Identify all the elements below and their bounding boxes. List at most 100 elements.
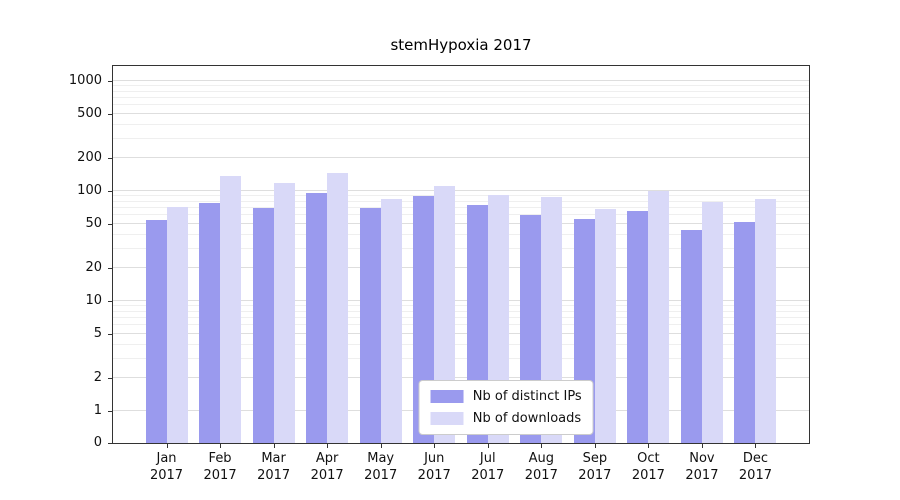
x-tick-label: Nov 2017 (685, 451, 719, 483)
gridline-major (113, 376, 809, 378)
x-tick-label: Oct 2017 (631, 451, 665, 483)
gridline-major (113, 333, 809, 335)
x-tick-mark (220, 444, 222, 448)
y-tick-label: 2 (93, 369, 102, 385)
x-tick-mark (487, 444, 489, 448)
y-tick-label: 0 (93, 435, 102, 450)
y-tick-mark (108, 301, 112, 302)
gridline-minor (113, 233, 809, 235)
gridline-major (113, 113, 809, 115)
y-tick-label: 1 (93, 403, 102, 418)
plot-area: Nb of distinct IPs Nb of downloads (112, 65, 810, 444)
x-tick-label: Apr 2017 (310, 451, 344, 483)
gridline-minor (113, 97, 809, 99)
bar-distinct-ips-dec (734, 222, 756, 443)
bar-distinct-ips-may (359, 208, 381, 443)
legend-swatch-downloads (430, 412, 464, 425)
x-tick-mark (273, 444, 275, 448)
x-tick-label: May 2017 (364, 451, 398, 483)
gridline-minor (113, 317, 809, 319)
y-tick-label: 200 (77, 149, 102, 165)
y-tick-mark (108, 411, 112, 412)
legend-item-downloads: Nb of downloads (430, 411, 582, 426)
bar-downloads-apr (327, 173, 349, 443)
y-tick-mark (108, 267, 112, 269)
gridline-minor (113, 324, 809, 326)
gridline-major (113, 266, 809, 268)
bar-downloads-jun (434, 186, 456, 443)
gridline-minor (113, 207, 809, 209)
bar-layer (113, 66, 809, 443)
x-tick-label: Jan 2017 (149, 451, 184, 483)
gridline-minor (113, 137, 809, 139)
bar-distinct-ips-oct (627, 210, 649, 443)
legend-item-distinct-ips: Nb of distinct IPs (430, 389, 582, 404)
gridline-minor (113, 247, 809, 249)
legend: Nb of distinct IPs Nb of downloads (418, 380, 594, 435)
bar-downloads-nov (701, 201, 723, 443)
x-tick-label: Jul 2017 (471, 451, 505, 483)
gridline-minor (113, 104, 809, 106)
x-tick-mark (541, 444, 543, 448)
y-tick-mark (108, 443, 112, 444)
gridline-minor (113, 90, 809, 92)
gridline-minor (113, 310, 809, 312)
y-tick-mark (108, 114, 112, 116)
y-tick-mark (108, 377, 112, 379)
bar-downloads-may (380, 198, 402, 443)
gridline-major (113, 223, 809, 225)
y-tick-mark (108, 157, 112, 159)
y-tick-mark (108, 81, 112, 82)
x-tick-label: Dec 2017 (738, 451, 772, 483)
x-tick-label: Feb 2017 (203, 451, 237, 483)
bar-distinct-ips-jan (145, 220, 167, 443)
y-tick-mark (108, 191, 112, 192)
x-tick-label: Mar 2017 (257, 451, 291, 483)
y-tick-label: 10 (85, 293, 102, 308)
gridline-minor (113, 123, 809, 125)
legend-label-downloads: Nb of downloads (472, 411, 582, 426)
gridline-major (113, 300, 809, 301)
bar-downloads-dec (755, 198, 777, 443)
legend-swatch-distinct-ips (430, 390, 464, 403)
x-tick-mark (648, 444, 650, 448)
bar-downloads-feb (220, 175, 242, 443)
x-tick-mark (701, 444, 703, 448)
bar-distinct-ips-feb (199, 202, 221, 443)
gridline-minor (113, 357, 809, 359)
x-tick-mark (327, 444, 329, 448)
gridline-major (113, 80, 809, 81)
y-tick-label: 20 (85, 259, 102, 275)
gridline-minor (113, 214, 809, 216)
x-tick-mark (380, 444, 382, 448)
bar-downloads-oct (648, 191, 670, 443)
y-tick-mark (108, 224, 112, 226)
legend-label-distinct-ips: Nb of distinct IPs (472, 389, 582, 404)
gridline-minor (113, 343, 809, 345)
gridline-minor (113, 200, 809, 202)
y-tick-mark (108, 334, 112, 336)
y-tick-label: 5 (93, 326, 102, 342)
gridline-minor (113, 305, 809, 307)
bar-distinct-ips-mar (252, 208, 274, 443)
bar-downloads-jan (166, 206, 188, 443)
gridline-minor (113, 195, 809, 197)
y-tick-label: 1000 (68, 73, 102, 88)
x-tick-mark (755, 444, 757, 448)
bar-downloads-mar (273, 183, 295, 443)
bar-distinct-ips-nov (680, 230, 702, 443)
bar-downloads-sep (594, 209, 616, 443)
x-tick-label: Jun 2017 (417, 451, 451, 483)
x-tick-mark (434, 444, 436, 448)
x-tick-label: Sep 2017 (578, 451, 612, 483)
y-tick-label: 500 (77, 106, 102, 122)
x-tick-label: Aug 2017 (524, 451, 558, 483)
x-tick-mark (594, 444, 596, 448)
gridline-minor (113, 85, 809, 87)
bar-distinct-ips-apr (306, 193, 328, 443)
gridline-major (113, 190, 809, 191)
y-tick-label: 50 (85, 216, 102, 232)
gridline-major (113, 156, 809, 158)
chart-title: stemHypoxia 2017 (390, 36, 532, 54)
